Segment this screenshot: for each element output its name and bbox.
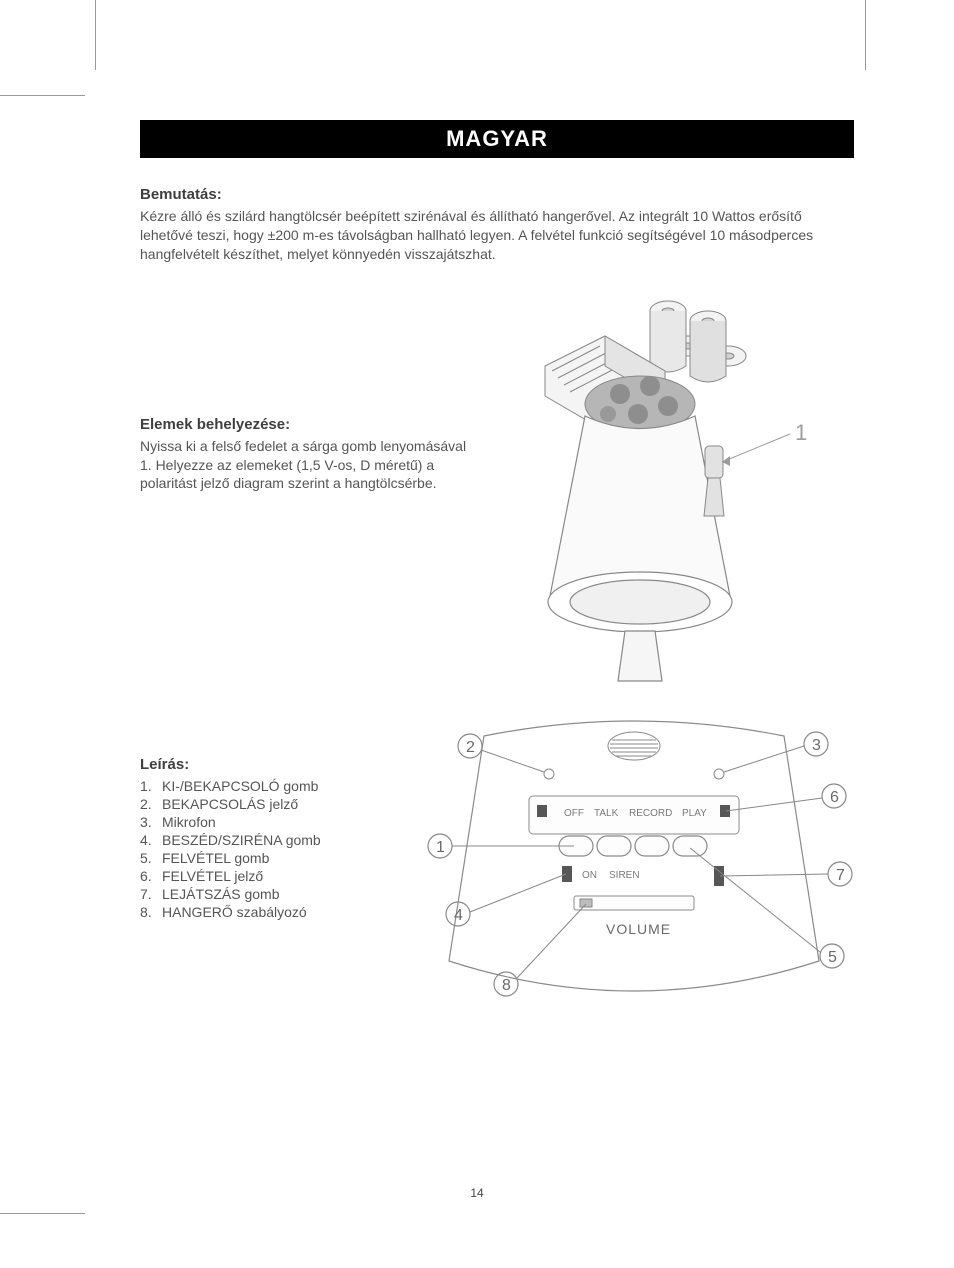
battery-section: Elemek behelyezése: Nyissa ki a felső fe… (140, 286, 854, 686)
svg-text:5: 5 (828, 949, 837, 966)
svg-text:3: 3 (812, 737, 821, 754)
battery-heading: Elemek behelyezése: (140, 416, 470, 433)
description-section: Leírás: 1.KI-/BEKAPCSOLÓ gomb 2.BEKAPCSO… (140, 716, 854, 1016)
svg-text:7: 7 (836, 867, 845, 884)
list-item: 3.Mikrofon (140, 813, 374, 831)
svg-text:PLAY: PLAY (682, 808, 707, 819)
svg-text:ON: ON (582, 870, 597, 881)
svg-text:4: 4 (454, 907, 463, 924)
svg-text:OFF: OFF (564, 808, 584, 819)
language-header: MAGYAR (140, 120, 854, 158)
list-item: 5.FELVÉTEL gomb (140, 849, 374, 867)
intro-section: Bemutatás: Kézre álló és szilárd hangtöl… (140, 186, 854, 264)
intro-heading: Bemutatás: (140, 186, 854, 203)
list-item: 6.FELVÉTEL jelző (140, 867, 374, 885)
svg-text:RECORD: RECORD (629, 808, 672, 819)
megaphone-battery-diagram: 1 (490, 286, 830, 686)
callout-1-label: 1 (795, 420, 807, 445)
list-item: 8.HANGERŐ szabályozó (140, 903, 374, 921)
svg-text:1: 1 (436, 839, 445, 856)
language-label: MAGYAR (446, 126, 548, 151)
list-item: 1.KI-/BEKAPCSOLÓ gomb (140, 777, 374, 795)
svg-text:6: 6 (830, 789, 839, 806)
description-list: 1.KI-/BEKAPCSOLÓ gomb 2.BEKAPCSOLÁS jelz… (140, 777, 374, 921)
description-heading: Leírás: (140, 756, 374, 773)
svg-text:TALK: TALK (594, 808, 619, 819)
intro-text: Kézre álló és szilárd hangtölcsér beépít… (140, 207, 854, 264)
controls-diagram: OFF TALK RECORD PLAY ON SIREN (414, 716, 854, 1016)
svg-text:VOLUME: VOLUME (606, 921, 671, 937)
list-item: 7.LEJÁTSZÁS gomb (140, 885, 374, 903)
battery-text: Nyissa ki a felső fedelet a sárga gomb l… (140, 437, 470, 494)
list-item: 4.BESZÉD/SZIRÉNA gomb (140, 831, 374, 849)
svg-text:2: 2 (466, 739, 475, 756)
svg-text:SIREN: SIREN (609, 870, 640, 881)
svg-text:8: 8 (502, 977, 511, 994)
page-number: 14 (0, 1186, 954, 1200)
list-item: 2.BEKAPCSOLÁS jelző (140, 795, 374, 813)
